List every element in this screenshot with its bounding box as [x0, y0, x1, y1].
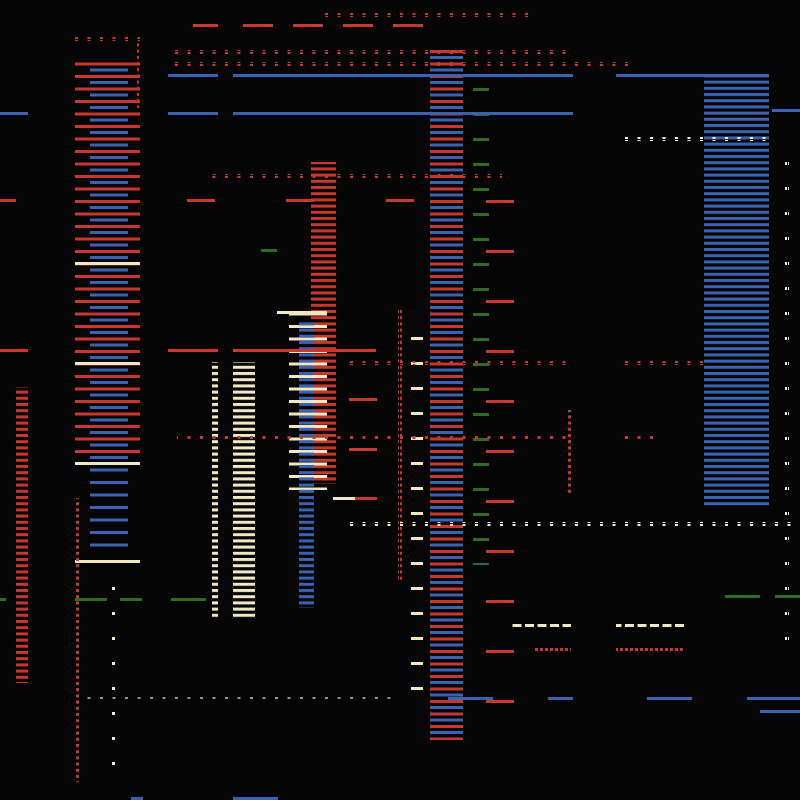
cream-dash	[75, 262, 140, 265]
red-line	[355, 497, 377, 500]
red-dot-column	[398, 310, 402, 580]
red-line	[0, 349, 28, 352]
green-line	[75, 598, 107, 601]
red-stripe-column	[16, 387, 28, 683]
blue-stripe-column	[90, 62, 128, 554]
blue-stripe-column	[299, 320, 314, 608]
cream-dash-column	[411, 325, 423, 690]
blue-line	[448, 697, 493, 700]
red-dot-row	[350, 361, 568, 365]
cream-dash-row	[511, 623, 571, 627]
blue-line	[233, 797, 278, 800]
green-line	[0, 598, 6, 601]
cream-stripe-column	[233, 362, 255, 620]
red-dot-row	[623, 361, 703, 365]
red-line	[233, 349, 376, 352]
white-dot-column	[785, 150, 789, 660]
cream-line	[333, 497, 355, 500]
green-dash-column	[473, 75, 489, 565]
red-dot-row	[325, 13, 528, 17]
red-line	[349, 398, 377, 401]
red-dash-column	[486, 200, 514, 750]
cream-dash	[75, 462, 140, 465]
red-dot-column	[137, 40, 140, 108]
blue-line	[772, 109, 800, 112]
green-line	[775, 595, 800, 598]
blue-line	[747, 697, 800, 700]
white-dot-column	[112, 575, 116, 765]
red-dot-row	[170, 62, 630, 66]
red-dot-row	[535, 647, 571, 651]
red-line	[286, 199, 314, 202]
white-dot-row	[348, 522, 798, 526]
green-line	[171, 598, 206, 601]
blue-line	[233, 74, 573, 77]
red-dot-row	[623, 436, 658, 440]
cream-stripe-column	[212, 362, 218, 620]
red-line	[349, 448, 377, 451]
red-line	[0, 199, 16, 202]
cream-dash	[75, 560, 140, 563]
cream-dash	[75, 362, 140, 365]
blue-line	[233, 112, 573, 115]
red-line	[168, 349, 218, 352]
red-dot-row	[170, 50, 570, 54]
blue-stripe-block	[704, 75, 769, 508]
blue-dot-row	[87, 697, 397, 700]
red-line	[193, 24, 218, 27]
red-dot-row	[212, 174, 502, 178]
red-line	[386, 199, 414, 202]
red-dot-row	[177, 436, 567, 440]
red-line	[243, 24, 273, 27]
red-line	[393, 24, 423, 27]
blue-line	[647, 697, 692, 700]
blue-line	[131, 797, 143, 800]
green-line	[261, 249, 277, 252]
blue-line	[760, 710, 800, 713]
blue-line	[548, 697, 573, 700]
blue-stripe-column	[430, 56, 463, 740]
cream-dash-row	[616, 623, 684, 627]
red-line	[293, 24, 323, 27]
blue-line	[168, 112, 218, 115]
red-dot-column	[567, 410, 571, 496]
white-dot-row	[623, 137, 773, 141]
cream-line	[277, 311, 327, 314]
green-line	[120, 598, 142, 601]
blue-line	[616, 74, 769, 77]
red-line	[343, 24, 373, 27]
blue-line	[168, 74, 218, 77]
green-line	[725, 595, 760, 598]
red-dot-column	[76, 498, 79, 782]
red-line	[187, 199, 215, 202]
red-dot-row	[75, 37, 140, 41]
red-dot-row	[616, 647, 684, 651]
blue-line	[0, 112, 28, 115]
